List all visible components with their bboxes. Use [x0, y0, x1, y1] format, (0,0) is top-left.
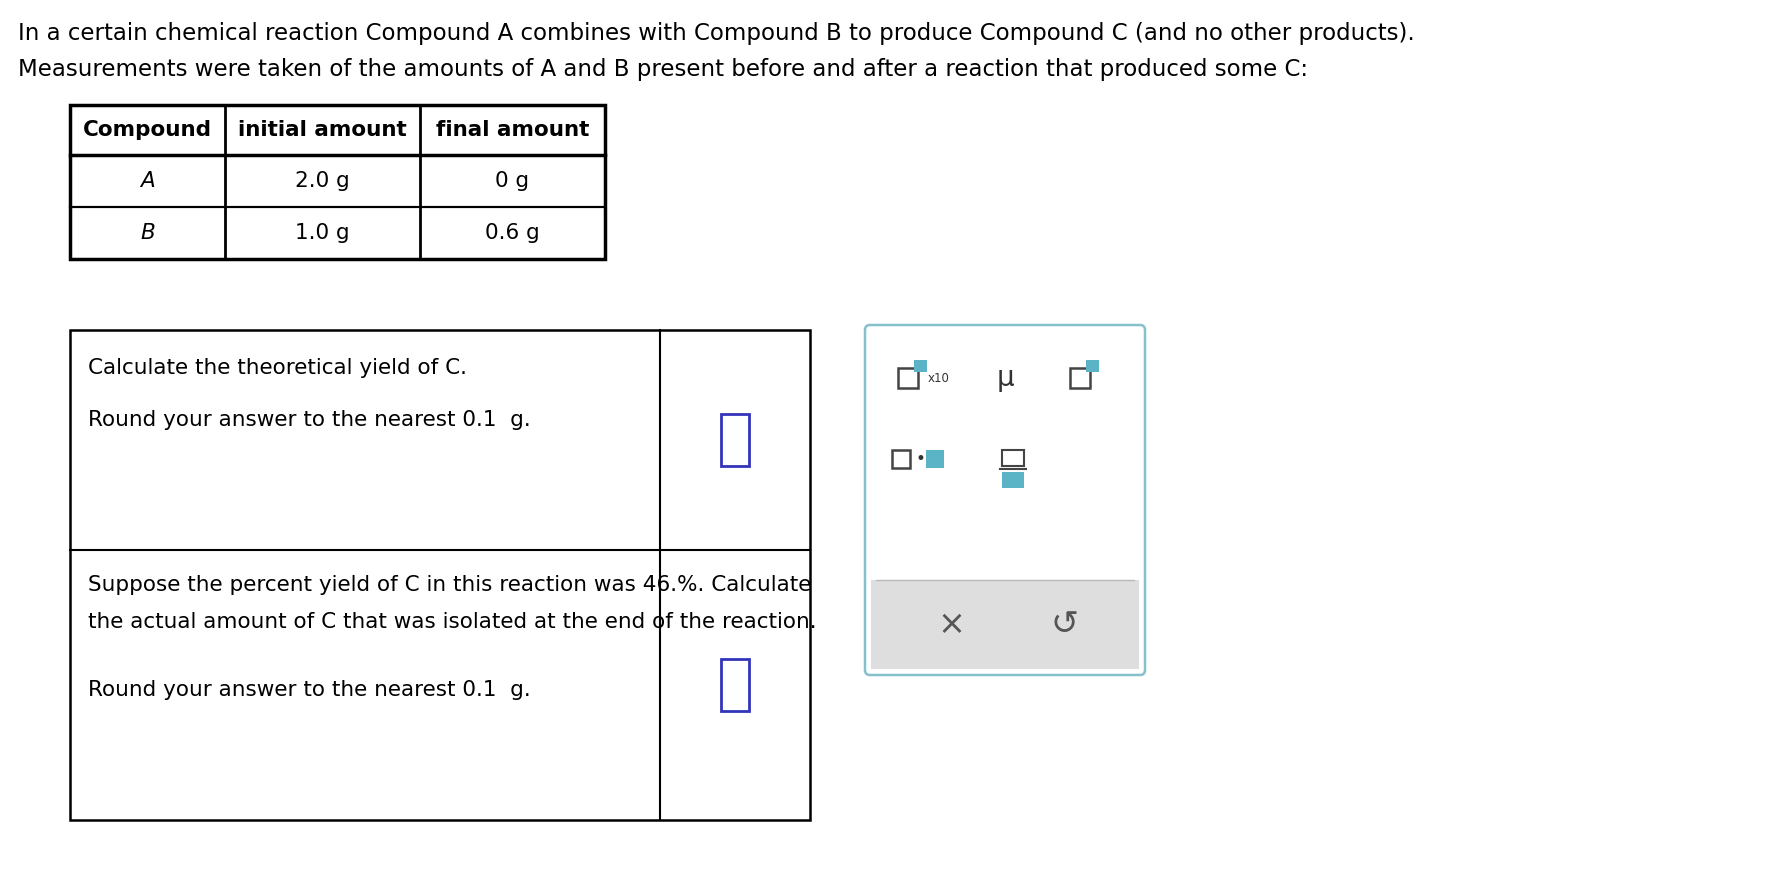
Text: μ: μ [996, 364, 1014, 392]
Text: Compound: Compound [83, 120, 212, 140]
Bar [1086, 360, 1098, 372]
Bar [897, 368, 918, 388]
Bar [871, 580, 1139, 669]
Text: In a certain chemical reaction Compound A combines with Compound B to produce Co: In a certain chemical reaction Compound … [18, 22, 1415, 45]
FancyBboxPatch shape [865, 325, 1144, 675]
Text: Calculate the theoretical yield of C.: Calculate the theoretical yield of C. [88, 358, 466, 378]
Bar [1070, 368, 1090, 388]
Text: final amount: final amount [436, 120, 590, 140]
Text: 2.0 g: 2.0 g [295, 171, 350, 191]
Text: •: • [917, 450, 925, 468]
Text: B: B [140, 223, 155, 243]
Bar [1001, 450, 1024, 466]
Text: Round your answer to the nearest 0.1  g.: Round your answer to the nearest 0.1 g. [88, 680, 532, 700]
Text: ↺: ↺ [1051, 609, 1079, 641]
Bar [925, 450, 945, 468]
Bar [915, 360, 927, 372]
Text: 1.0 g: 1.0 g [295, 223, 350, 243]
Text: 0.6 g: 0.6 g [486, 223, 540, 243]
Text: Measurements were taken of the amounts of A and B present before and after a rea: Measurements were taken of the amounts o… [18, 58, 1309, 81]
Bar [892, 450, 909, 468]
Text: x10: x10 [927, 371, 950, 385]
Text: A: A [140, 171, 155, 191]
Text: 0 g: 0 g [496, 171, 530, 191]
Text: ×: × [938, 609, 964, 641]
Bar [721, 414, 749, 466]
Bar [71, 330, 811, 820]
Bar [71, 105, 606, 259]
Text: initial amount: initial amount [238, 120, 406, 140]
Text: the actual amount of C that was isolated at the end of the reaction.: the actual amount of C that was isolated… [88, 612, 816, 632]
Text: Round your answer to the nearest 0.1  g.: Round your answer to the nearest 0.1 g. [88, 410, 532, 430]
Bar [1001, 472, 1024, 488]
Text: Suppose the percent yield of C in this reaction was 46.%. Calculate: Suppose the percent yield of C in this r… [88, 575, 811, 595]
Bar [721, 659, 749, 711]
